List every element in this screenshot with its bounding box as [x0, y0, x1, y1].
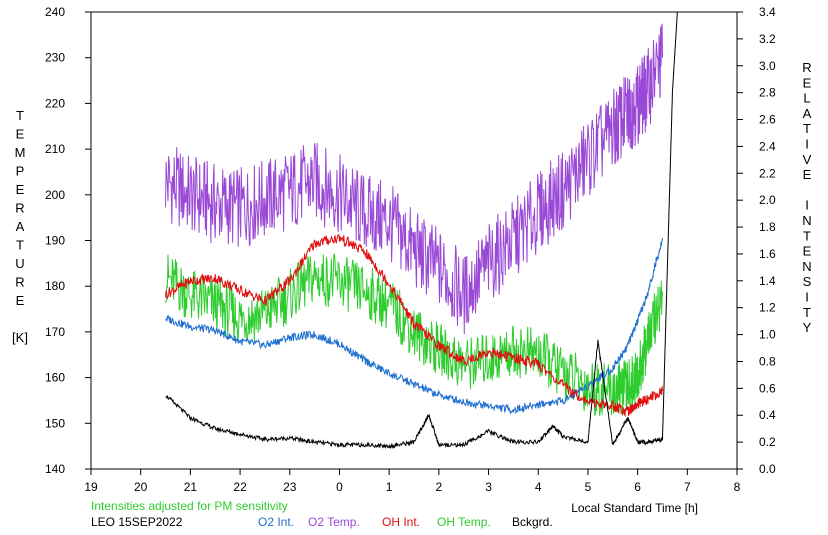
x-tick-label: 22 [233, 480, 247, 494]
x-tick-label: 20 [134, 480, 148, 494]
y-right-title-letter: T [803, 305, 811, 320]
y-left-title-letter: P [16, 164, 25, 179]
x-axis: 19 20 21 22 23 0 1 2 3 4 5 6 7 8 [84, 469, 741, 494]
series-line-oh-temp [165, 253, 663, 417]
y-right-tick-label: 0.8 [759, 354, 776, 368]
y-right-title-letter: T [803, 228, 811, 243]
y-left-title-letter: E [16, 127, 25, 142]
y-right-title-letter: V [803, 152, 812, 167]
y-right-tick-label: 3.0 [759, 59, 776, 73]
x-tick-label: 21 [184, 480, 198, 494]
y-left-title-letter: R [15, 201, 24, 216]
y-left-tick-label: 160 [45, 371, 65, 385]
x-tick-label: 3 [485, 480, 492, 494]
y-right-title-letter: Y [803, 320, 812, 335]
x-tick-label: 1 [386, 480, 393, 494]
station-date: LEO 15SEP2022 [91, 515, 183, 529]
y-right-title-letter: I [805, 137, 809, 152]
x-tick-label: 5 [585, 480, 592, 494]
y-right-title-letter: A [803, 106, 812, 121]
y-left-tick-label: 180 [45, 279, 65, 293]
y-left-title-letter: M [15, 145, 26, 160]
y-right-tick-label: 1.8 [759, 220, 776, 234]
y-left-tick-label: 200 [45, 188, 65, 202]
y-left-tick-label: 150 [45, 416, 65, 430]
series-lines [165, 11, 678, 450]
y-right-tick-label: 1.4 [759, 274, 776, 288]
legend-entry: Bckgrd. [512, 515, 553, 529]
y-left-tick-label: 230 [45, 51, 65, 65]
x-tick-label: 7 [684, 480, 691, 494]
y-right-tick-label: 1.0 [759, 328, 776, 342]
y-right-title-letter: E [803, 244, 812, 259]
legend-entry: OH Int. [382, 515, 420, 529]
x-tick-label: 23 [283, 480, 297, 494]
y-right-title-letter: L [803, 91, 810, 106]
y-right-tick-label: 3.4 [759, 5, 776, 19]
y-right-tick-label: 0.2 [759, 435, 776, 449]
series-line-oh-int [165, 233, 663, 418]
y-left-title-letter: T [16, 108, 24, 123]
y-right-tick-label: 2.2 [759, 166, 776, 180]
y-right-tick-label: 2.0 [759, 193, 776, 207]
y-right-tick-label: 2.6 [759, 113, 776, 127]
y-right-tick-label: 1.6 [759, 247, 776, 261]
series-line-o2-int [165, 237, 663, 415]
y-left-tick-label: 140 [45, 462, 65, 476]
y-left-title-letter: R [15, 275, 24, 290]
y-left-title-letter: T [16, 238, 24, 253]
y-right-title-letter: R [802, 60, 811, 75]
x-tick-label: 4 [535, 480, 542, 494]
y-left-title-letter: U [15, 256, 24, 271]
x-tick-label: 8 [734, 480, 741, 494]
y-axis-right: 0.0 0.2 0.4 0.6 0.8 1.0 1.2 1.4 1.6 1.8 2.0 2.2 2.4 2… [737, 5, 776, 476]
legend-entry: O2 Temp. [308, 515, 360, 529]
y-right-tick-label: 3.2 [759, 32, 776, 46]
y-right-title-letter: T [803, 121, 811, 136]
y-left-tick-label: 240 [45, 5, 65, 19]
x-axis-label: Local Standard Time [h] [571, 501, 698, 515]
y-left-tick-label: 190 [45, 234, 65, 248]
y-left-title-letter: [K] [12, 330, 28, 345]
x-tick-label: 0 [336, 480, 343, 494]
series-line-o2-temp [165, 23, 663, 335]
y-right-title-letter: S [803, 274, 812, 289]
x-tick-label: 6 [634, 480, 641, 494]
y-right-tick-label: 0.4 [759, 408, 776, 422]
x-tick-label: 19 [84, 480, 98, 494]
y-right-tick-label: 1.2 [759, 301, 776, 315]
y-left-title-letter: E [16, 293, 25, 308]
y-left-tick-label: 210 [45, 142, 65, 156]
y-right-title-letter: I [805, 290, 809, 305]
y-right-tick-label: 0.6 [759, 381, 776, 395]
y-right-tick-label: 2.4 [759, 139, 776, 153]
y-left-title-letter: A [16, 219, 25, 234]
y-right-title-letter: E [803, 75, 812, 90]
legend-entry: O2 Int. [258, 515, 294, 529]
y-right-title-letter: E [803, 167, 812, 182]
y-left-tick-label: 170 [45, 325, 65, 339]
pm-sensitivity-note: Intensities adjusted for PM sensitivity [91, 499, 288, 513]
y-right-title-letter: I [805, 198, 809, 213]
legend-entry: OH Temp. [437, 515, 491, 529]
y-right-title-letter: N [802, 213, 811, 228]
y-right-tick-label: 2.8 [759, 86, 776, 100]
x-tick-label: 2 [436, 480, 443, 494]
y-left-title-letter: E [16, 182, 25, 197]
y-axis-left: 140 150 160 170 180 190 200 210 220 230 240 [45, 5, 91, 476]
series-line-bckgrd [165, 11, 678, 450]
y-left-tick-label: 220 [45, 96, 65, 110]
y-right-title-letter: N [802, 259, 811, 274]
legend: O2 Int. O2 Temp. OH Int. OH Temp. Bckgrd. [258, 515, 553, 529]
y-right-tick-label: 0.0 [759, 462, 776, 476]
